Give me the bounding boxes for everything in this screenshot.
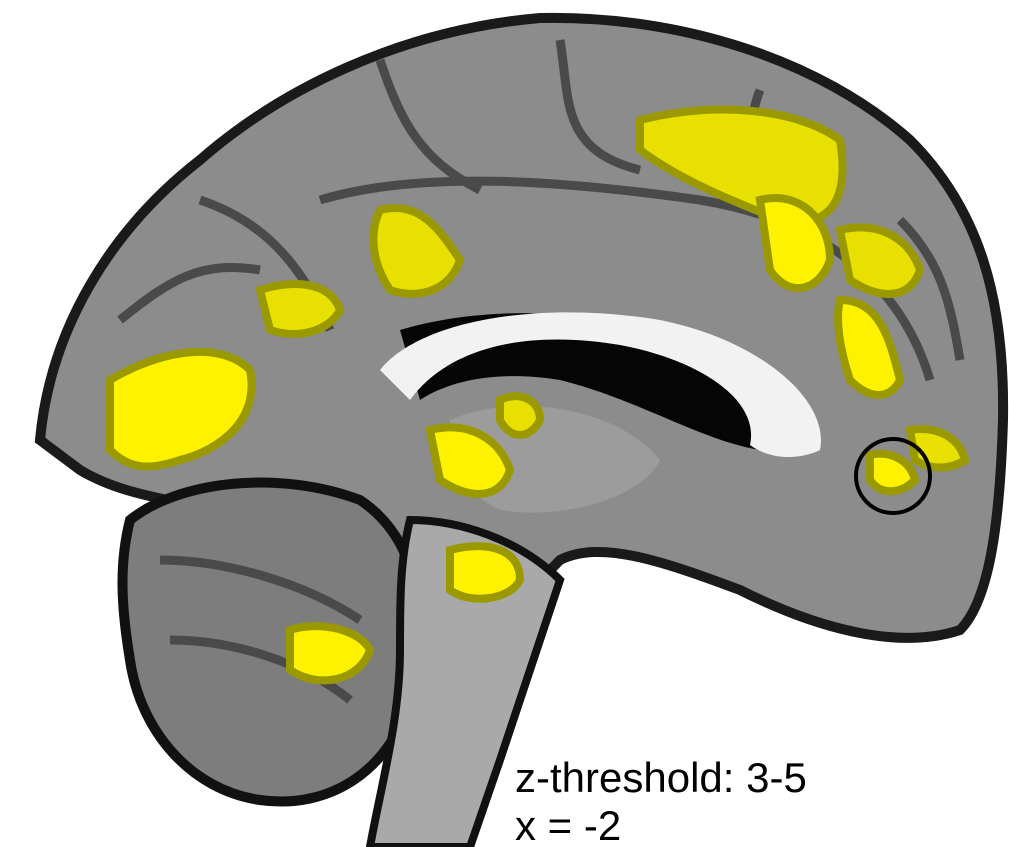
threshold-label: z-threshold: 3-5	[515, 754, 807, 801]
page: z-threshold: 3-5 x = -2 (() => { const d…	[0, 0, 1009, 847]
cerebellum	[123, 483, 420, 802]
brain-slice-image: z-threshold: 3-5 x = -2	[0, 0, 1009, 847]
slice-label: x = -2	[515, 802, 621, 847]
